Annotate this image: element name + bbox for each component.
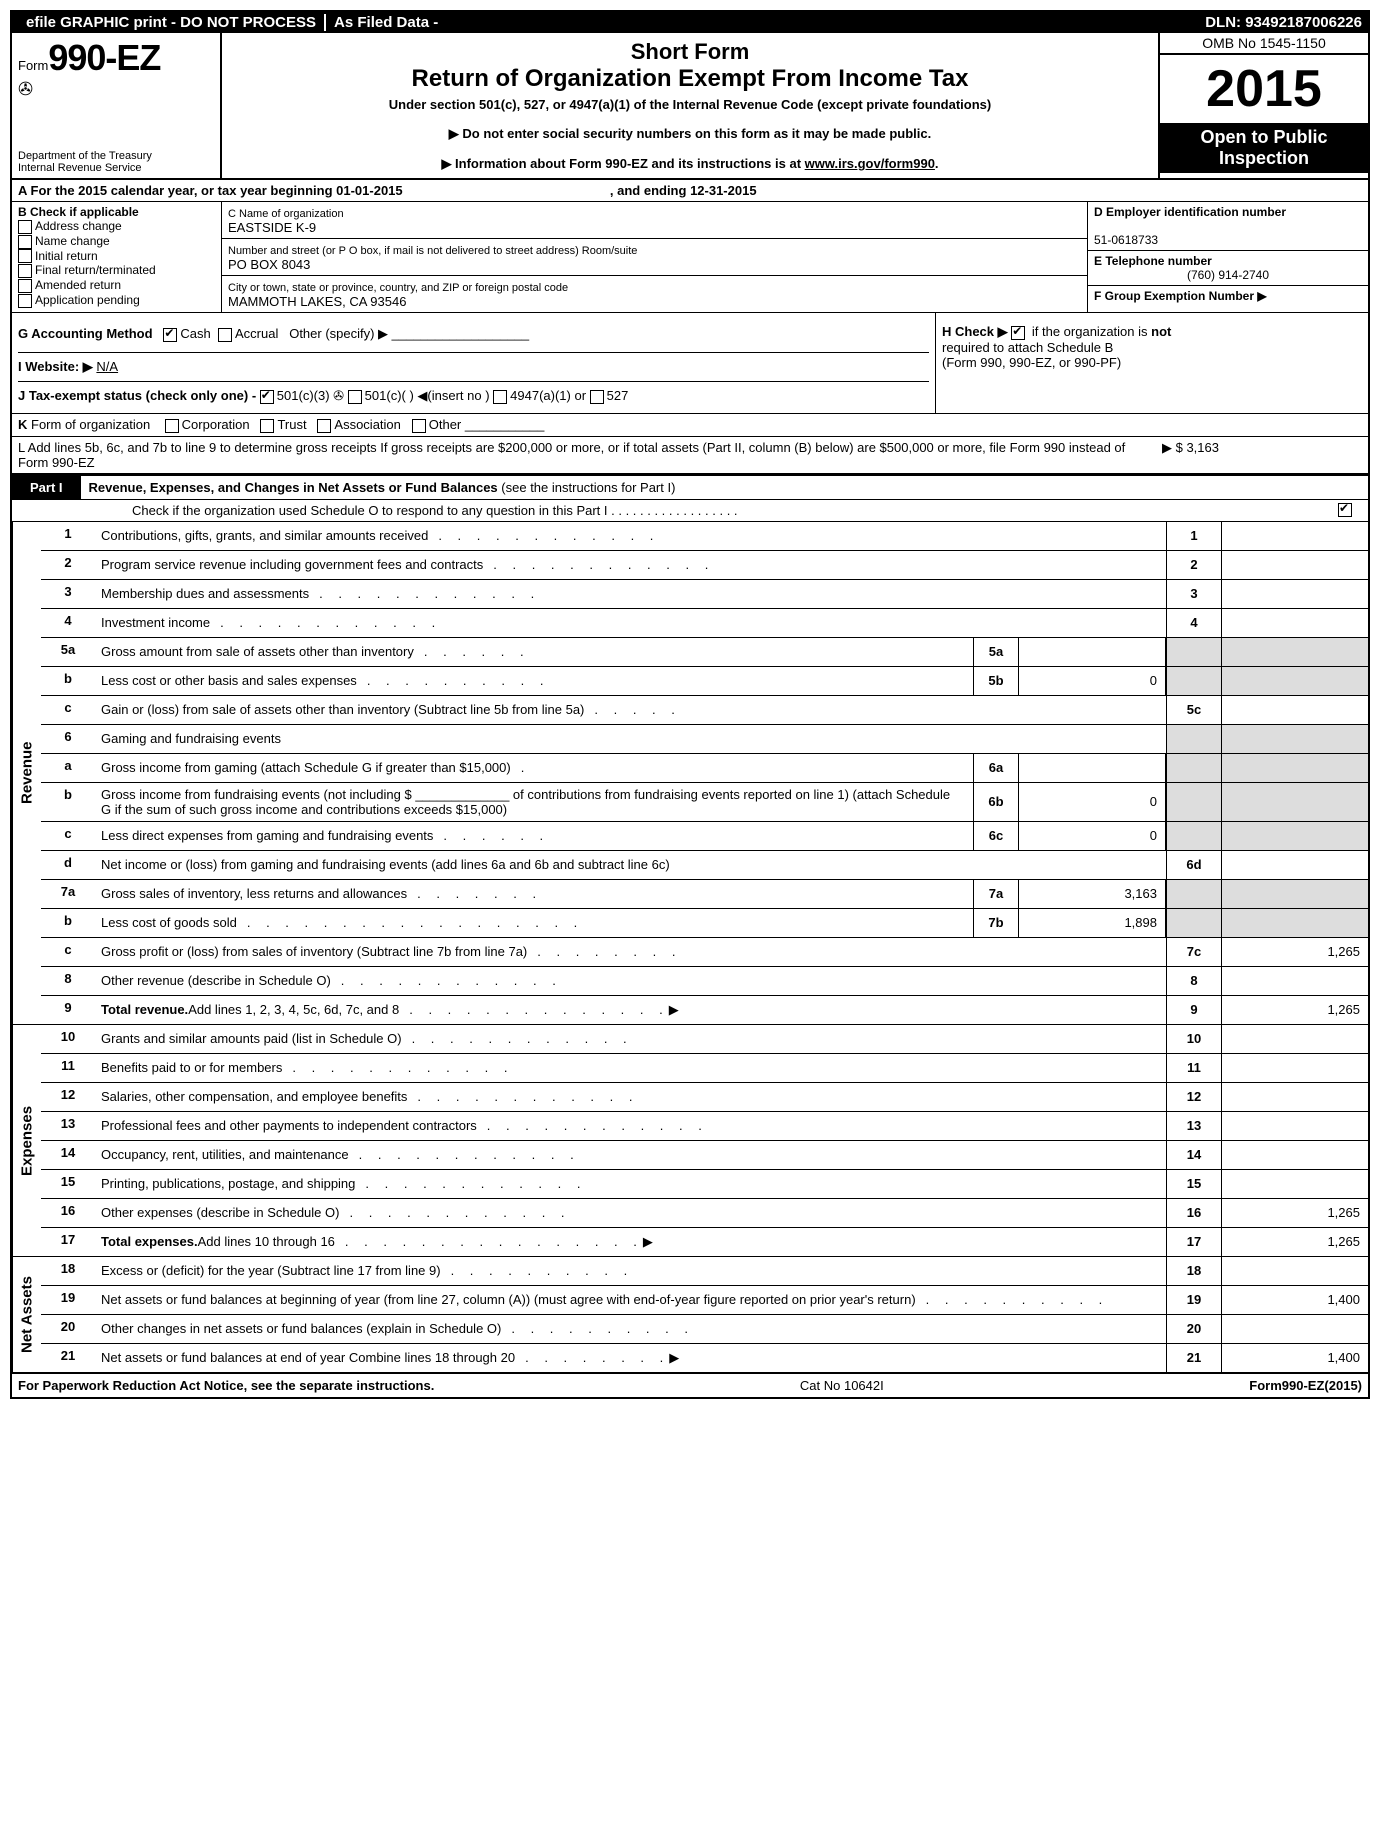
chk-name-change[interactable] bbox=[18, 235, 32, 249]
chk-amended-return[interactable] bbox=[18, 279, 32, 293]
footer-right: Form990-EZ(2015) bbox=[1249, 1378, 1362, 1393]
expenses-section: Expenses 10Grants and similar amounts pa… bbox=[12, 1025, 1368, 1257]
inspect-line2: Inspection bbox=[1162, 148, 1366, 169]
line-c: cLess direct expenses from gaming and fu… bbox=[41, 822, 1368, 851]
subtitle: Under section 501(c), 527, or 4947(a)(1)… bbox=[232, 97, 1148, 112]
line-d: dNet income or (loss) from gaming and fu… bbox=[41, 851, 1368, 880]
chk-final-return[interactable] bbox=[18, 264, 32, 278]
form-prefix: Form bbox=[18, 58, 48, 73]
line-6: 6Gaming and fundraising events bbox=[41, 725, 1368, 754]
tax-year: 2015 bbox=[1160, 55, 1368, 123]
line-17: 17Total expenses. Add lines 10 through 1… bbox=[41, 1228, 1368, 1256]
revenue-section: Revenue 1Contributions, gifts, grants, a… bbox=[12, 522, 1368, 1025]
row-l: L Add lines 5b, 6c, and 7b to line 9 to … bbox=[12, 437, 1368, 474]
omb-number: OMB No 1545-1150 bbox=[1160, 33, 1368, 55]
chk-schedule-o[interactable] bbox=[1338, 503, 1352, 517]
line-19: 19Net assets or fund balances at beginni… bbox=[41, 1286, 1368, 1315]
line-13: 13Professional fees and other payments t… bbox=[41, 1112, 1368, 1141]
chk-schedule-b[interactable] bbox=[1011, 326, 1025, 340]
treasury-line2: Internal Revenue Service bbox=[18, 162, 152, 174]
row-gh: G Accounting Method Cash Accrual Other (… bbox=[12, 313, 1368, 414]
org-info-row: B Check if applicable Address change Nam… bbox=[12, 202, 1368, 313]
website: N/A bbox=[96, 359, 118, 374]
line-14: 14Occupancy, rent, utilities, and mainte… bbox=[41, 1141, 1368, 1170]
note-2a: ▶ Information about Form 990-EZ and its … bbox=[441, 156, 804, 171]
line-1: 1Contributions, gifts, grants, and simil… bbox=[41, 522, 1368, 551]
org-city: MAMMOTH LAKES, CA 93546 bbox=[228, 294, 406, 309]
line-21: 21Net assets or fund balances at end of … bbox=[41, 1344, 1368, 1372]
group-exemption: F Group Exemption Number ▶ bbox=[1094, 289, 1267, 303]
chk-corp[interactable] bbox=[165, 419, 179, 433]
line-16: 16Other expenses (describe in Schedule O… bbox=[41, 1199, 1368, 1228]
line-b: bGross income from fundraising events (n… bbox=[41, 783, 1368, 822]
line-2: 2Program service revenue including gover… bbox=[41, 551, 1368, 580]
chk-initial-return[interactable] bbox=[18, 249, 32, 263]
main-title: Return of Organization Exempt From Incom… bbox=[232, 65, 1148, 93]
chk-trust[interactable] bbox=[260, 419, 274, 433]
org-name: EASTSIDE K-9 bbox=[228, 220, 316, 235]
chk-application-pending[interactable] bbox=[18, 294, 32, 308]
line-b: bLess cost of goods sold . . . . . . . .… bbox=[41, 909, 1368, 938]
footer-left: For Paperwork Reduction Act Notice, see … bbox=[18, 1378, 434, 1393]
form-header: Form990-EZ ✇ Department of the Treasury … bbox=[12, 33, 1368, 180]
box-b: B Check if applicable Address change Nam… bbox=[12, 202, 222, 312]
note-1: ▶ Do not enter social security numbers o… bbox=[232, 126, 1148, 142]
page-footer: For Paperwork Reduction Act Notice, see … bbox=[12, 1374, 1368, 1397]
revenue-label: Revenue bbox=[12, 522, 41, 1024]
chk-527[interactable] bbox=[590, 390, 604, 404]
form-number: 990-EZ bbox=[48, 37, 160, 78]
efile-label: efile GRAPHIC print - DO NOT PROCESS bbox=[18, 14, 326, 31]
footer-mid: Cat No 10642I bbox=[800, 1378, 884, 1393]
chk-501c[interactable] bbox=[348, 390, 362, 404]
expenses-label: Expenses bbox=[12, 1025, 41, 1256]
irs-link[interactable]: www.irs.gov/form990 bbox=[805, 156, 935, 171]
org-street: PO BOX 8043 bbox=[228, 257, 310, 272]
dln-label: DLN: bbox=[1205, 14, 1241, 31]
irs-seal-icon: ✇ bbox=[18, 79, 214, 100]
line-18: 18Excess or (deficit) for the year (Subt… bbox=[41, 1257, 1368, 1286]
line-7a: 7aGross sales of inventory, less returns… bbox=[41, 880, 1368, 909]
chk-other-org[interactable] bbox=[412, 419, 426, 433]
treasury-line1: Department of the Treasury bbox=[18, 150, 152, 162]
asfiled-label: As Filed Data - bbox=[326, 14, 446, 31]
ein: 51-0618733 bbox=[1094, 233, 1158, 247]
inspect-line1: Open to Public bbox=[1162, 127, 1366, 148]
line-15: 15Printing, publications, postage, and s… bbox=[41, 1170, 1368, 1199]
line-11: 11Benefits paid to or for members . . . … bbox=[41, 1054, 1368, 1083]
line-12: 12Salaries, other compensation, and empl… bbox=[41, 1083, 1368, 1112]
dln-value: 93492187006226 bbox=[1245, 14, 1362, 31]
netassets-label: Net Assets bbox=[12, 1257, 41, 1372]
line-b: bLess cost or other basis and sales expe… bbox=[41, 667, 1368, 696]
short-form-title: Short Form bbox=[232, 39, 1148, 65]
form-990ez-page: efile GRAPHIC print - DO NOT PROCESS As … bbox=[10, 10, 1370, 1399]
line-8: 8Other revenue (describe in Schedule O) … bbox=[41, 967, 1368, 996]
line-4: 4Investment income . . . . . . . . . . .… bbox=[41, 609, 1368, 638]
top-bar: efile GRAPHIC print - DO NOT PROCESS As … bbox=[12, 12, 1368, 33]
line-5a: 5aGross amount from sale of assets other… bbox=[41, 638, 1368, 667]
chk-cash[interactable] bbox=[163, 328, 177, 342]
box-c: C Name of organization EASTSIDE K-9 Numb… bbox=[222, 202, 1088, 312]
line-c: cGain or (loss) from sale of assets othe… bbox=[41, 696, 1368, 725]
row-a-tax-year: A For the 2015 calendar year, or tax yea… bbox=[12, 180, 1368, 202]
chk-address-change[interactable] bbox=[18, 220, 32, 234]
chk-accrual[interactable] bbox=[218, 328, 232, 342]
line-c: cGross profit or (loss) from sales of in… bbox=[41, 938, 1368, 967]
chk-assoc[interactable] bbox=[317, 419, 331, 433]
row-k: K Form of organization Corporation Trust… bbox=[12, 414, 1368, 437]
phone: (760) 914-2740 bbox=[1094, 268, 1362, 282]
gross-receipts: ▶ $ 3,163 bbox=[1132, 440, 1362, 470]
chk-501c3[interactable] bbox=[260, 390, 274, 404]
chk-4947[interactable] bbox=[493, 390, 507, 404]
part-1-check: Check if the organization used Schedule … bbox=[12, 500, 1368, 522]
line-a: aGross income from gaming (attach Schedu… bbox=[41, 754, 1368, 783]
part-1-header: Part I Revenue, Expenses, and Changes in… bbox=[12, 474, 1368, 500]
line-10: 10Grants and similar amounts paid (list … bbox=[41, 1025, 1368, 1054]
box-def: D Employer identification number 51-0618… bbox=[1088, 202, 1368, 312]
line-20: 20Other changes in net assets or fund ba… bbox=[41, 1315, 1368, 1344]
line-3: 3Membership dues and assessments . . . .… bbox=[41, 580, 1368, 609]
line-9: 9Total revenue. Add lines 1, 2, 3, 4, 5c… bbox=[41, 996, 1368, 1024]
netassets-section: Net Assets 18Excess or (deficit) for the… bbox=[12, 1257, 1368, 1374]
